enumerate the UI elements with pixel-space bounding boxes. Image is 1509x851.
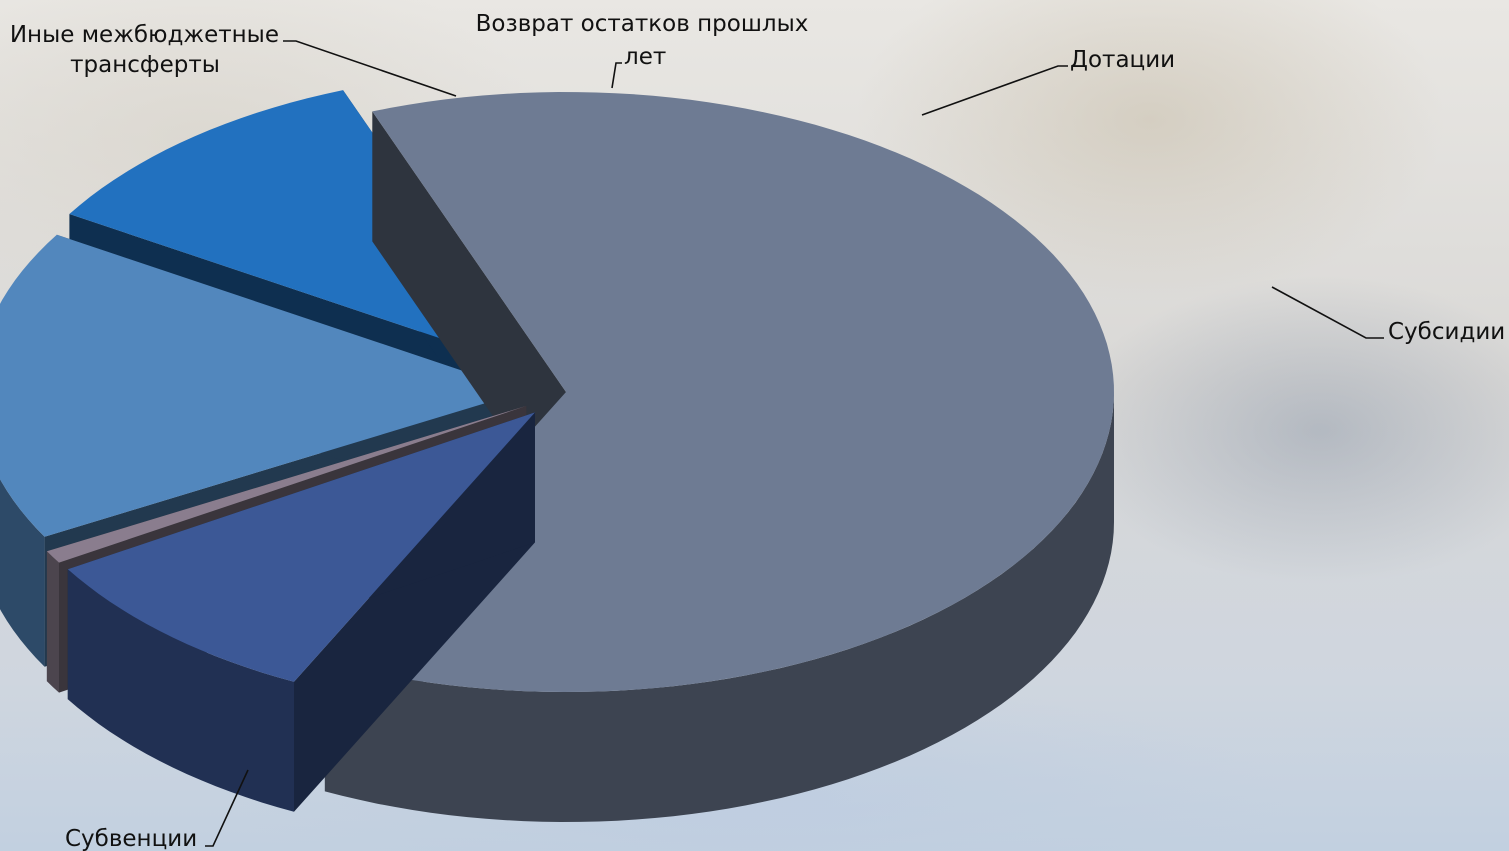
leader-line-subsidies <box>1271 286 1384 339</box>
label-subsidies: Субсидии <box>1388 319 1505 345</box>
slice-other-transfers-outer-wall <box>67 569 294 812</box>
slice-other-transfers <box>67 412 536 812</box>
slice-grants-outer-wall <box>0 479 45 667</box>
slice-returns-outer-wall <box>46 551 59 693</box>
slice-grants-top <box>0 234 524 537</box>
leader-line-other-transfers <box>283 40 457 97</box>
label-other-transfers-line1: Иные межбюджетные <box>10 22 279 48</box>
slice-other-transfers-top <box>67 412 536 682</box>
label-subventions: Субвенции <box>65 826 197 851</box>
pie-slices <box>0 90 1114 822</box>
leader-lines <box>205 40 1384 847</box>
label-returns-line1: Возврат остатков прошлых <box>476 11 809 37</box>
leader-line-grants <box>921 65 1068 116</box>
label-returns-line2: лет <box>624 44 666 70</box>
leader-line-returns <box>611 62 622 89</box>
label-grants: Дотации <box>1070 47 1175 73</box>
leader-line-subventions <box>205 769 249 847</box>
slice-returns-top <box>46 405 527 563</box>
slice-labels: Субвенции Иные межбюджетные трансферты В… <box>10 11 1505 851</box>
label-other-transfers-line2: трансферты <box>70 52 220 78</box>
slice-subventions-outer-wall <box>324 392 1114 822</box>
